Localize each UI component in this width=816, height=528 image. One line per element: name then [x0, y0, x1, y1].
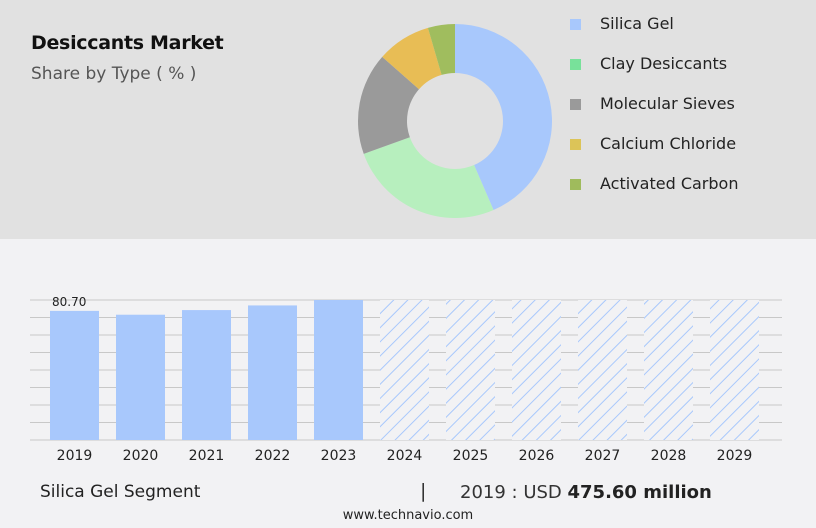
x-tick-label: 2027 [585, 448, 621, 464]
chart-subtitle: Share by Type ( % ) [31, 64, 197, 84]
legend-label: Silica Gel [600, 14, 674, 33]
bar-2019 [50, 310, 99, 440]
legend-label: Activated Carbon [600, 174, 739, 193]
x-tick-label: 2020 [123, 448, 159, 464]
donut-slice-calcium-chloride [382, 27, 442, 90]
legend-label: Clay Desiccants [600, 54, 728, 73]
segment-label: Silica Gel Segment [40, 482, 201, 502]
forecast-bar-2029 [710, 300, 759, 440]
forecast-bar-2026 [512, 300, 561, 440]
donut-slice-activated-carbon [427, 24, 455, 75]
segment-value: 2019 : USD 475.60 million [460, 482, 712, 503]
legend-swatch-icon [570, 59, 581, 70]
donut-slice-molecular-sieves [358, 56, 419, 154]
bar-2021 [182, 310, 231, 440]
bar-2020 [116, 314, 165, 440]
x-tick-label: 2024 [387, 448, 423, 464]
legend-swatch-icon [570, 139, 581, 150]
legend-swatch-icon [570, 179, 581, 190]
x-tick-label: 2025 [453, 448, 489, 464]
legend-label: Molecular Sieves [600, 94, 735, 113]
legend-swatch-icon [570, 19, 581, 30]
donut-slice-silica-gel [455, 24, 552, 211]
bar-chart-panel: 2019 80.70 2020 2021 2022 2023 2024 2025 2026 202… [0, 239, 816, 528]
legend-label: Calcium Chloride [600, 134, 737, 153]
forecast-bar-2025 [446, 300, 495, 440]
x-tick-label: 2021 [189, 448, 225, 464]
x-tick-label: 2026 [519, 448, 555, 464]
value-prefix: 2019 : USD [460, 482, 568, 503]
footer-separator: | [420, 480, 427, 502]
forecast-bar-2027 [578, 300, 627, 440]
forecast-bar-2024 [380, 300, 429, 440]
x-tick-label: 2023 [321, 448, 357, 464]
x-tick-label: 2019 [57, 448, 93, 464]
donut-slice-clay-desiccants [363, 137, 494, 218]
bar-chart: 2019 80.70 2020 2021 2022 2023 2024 2025 2026 202… [30, 295, 782, 464]
bar-2023 [314, 300, 363, 440]
share-panel: Desiccants Market Share by Type ( % ) Si… [0, 0, 816, 239]
bar-2022 [248, 305, 297, 440]
data-label: 80.70 [52, 295, 86, 309]
x-tick-label: 2029 [717, 448, 753, 464]
legend-swatch-icon [570, 99, 581, 110]
donut-chart [358, 24, 552, 218]
chart-title: Desiccants Market [31, 32, 224, 54]
forecast-bar-2028 [644, 300, 693, 440]
x-tick-label: 2028 [651, 448, 687, 464]
value-amount: 475.60 million [567, 482, 712, 503]
x-tick-label: 2022 [255, 448, 291, 464]
source-link[interactable]: www.technavio.com [342, 508, 474, 523]
